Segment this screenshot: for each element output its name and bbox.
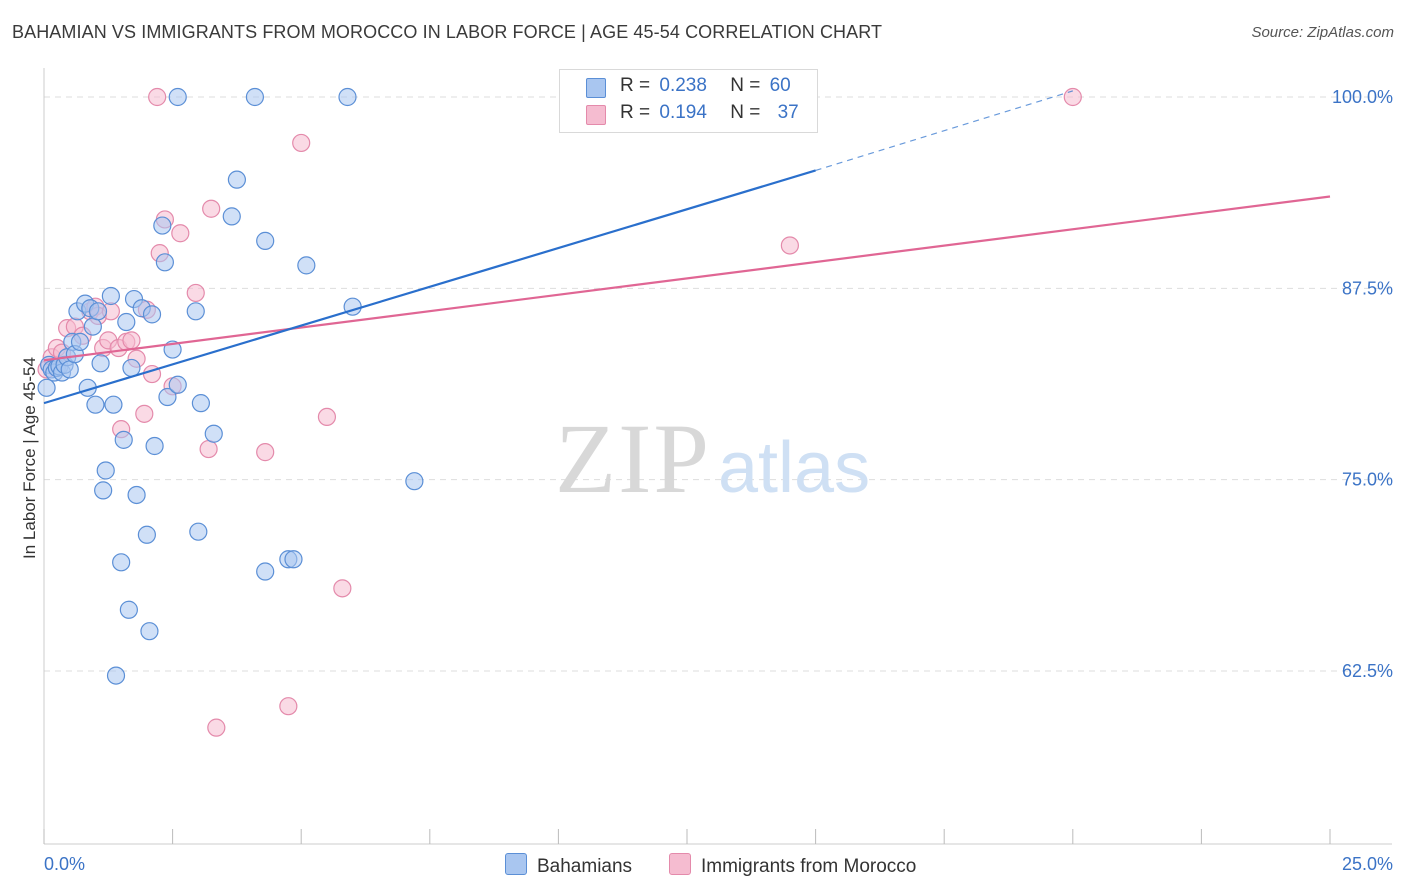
blue-point <box>222 207 241 226</box>
blue-point <box>168 87 187 107</box>
blue-trend-line <box>43 169 816 405</box>
blue-point <box>186 302 205 321</box>
blue-point <box>256 231 275 250</box>
pink-point <box>135 404 154 423</box>
blue-point <box>37 378 56 397</box>
blue-point <box>117 312 136 332</box>
blue-point <box>127 485 146 505</box>
pink-point <box>333 579 352 598</box>
bottom-legend-swatch-pink <box>669 853 691 875</box>
pink-point <box>207 718 226 737</box>
blue-point <box>114 430 133 449</box>
blue-point <box>145 436 164 456</box>
blue-point <box>191 394 210 413</box>
pink-point <box>780 236 799 255</box>
trend-lines <box>43 90 1331 405</box>
y-tick-label: 62.5% <box>1342 661 1393 681</box>
legend-n-value: 37 <box>777 102 799 123</box>
blue-point <box>284 550 303 569</box>
blue-points <box>37 87 609 685</box>
blue-point <box>104 395 123 414</box>
blue-point <box>106 666 126 685</box>
pink-point <box>279 697 298 716</box>
y-tick-label: 87.5% <box>1342 278 1393 298</box>
y-tick-label: 75.0% <box>1342 470 1393 490</box>
legend-swatch-blue <box>586 78 606 98</box>
pink-point <box>256 443 275 462</box>
bottom-legend-morocco: Immigrants from Morocco <box>669 853 916 878</box>
bottom-legend-swatch-blue <box>505 853 527 875</box>
pink-point <box>171 224 190 243</box>
pink-point <box>292 133 311 153</box>
y-axis-label: In Labor Force | Age 45-54 <box>20 357 39 559</box>
bottom-legend-label: Immigrants from Morocco <box>701 856 917 877</box>
x-tick-labels: 0.0% 25.0% <box>44 854 1393 874</box>
watermark: ZIP atlas <box>555 403 870 514</box>
blue-point <box>137 525 156 544</box>
blue-point <box>153 216 172 235</box>
legend-n-label: N = <box>730 102 761 123</box>
blue-point <box>140 622 159 641</box>
blue-trend-extension <box>815 90 1073 172</box>
pink-point <box>186 283 205 303</box>
y-tick-labels: 62.5% 75.0% 87.5% 100.0% <box>1332 87 1393 681</box>
blue-point <box>189 522 208 541</box>
correlation-legend: R = 0.238 N = 60 R = 0.194 N = 37 <box>559 69 818 133</box>
legend-r-value: 0.238 <box>659 75 707 96</box>
blue-point <box>245 87 265 107</box>
blue-point <box>158 387 177 407</box>
chart-source: Source: ZipAtlas.com <box>1251 24 1394 41</box>
y-tick-label: 100.0% <box>1332 87 1393 107</box>
blue-point <box>86 395 105 414</box>
blue-point <box>101 286 120 306</box>
pink-trend-line <box>43 195 1331 362</box>
pink-point <box>202 199 221 218</box>
axes <box>43 68 1392 845</box>
gridlines <box>44 96 1390 672</box>
bottom-legend-bahamians: Bahamians <box>505 853 632 878</box>
legend-n-label: N = <box>730 75 761 96</box>
blue-point <box>96 461 115 480</box>
legend-r-label: R = <box>620 102 651 123</box>
legend-swatch-pink <box>586 105 606 125</box>
blue-point <box>83 317 102 336</box>
pink-point <box>317 407 337 427</box>
x-tick-label: 25.0% <box>1342 854 1393 874</box>
blue-point <box>112 553 131 572</box>
blue-point <box>297 256 316 275</box>
x-tick-label: 0.0% <box>44 854 85 874</box>
blue-point <box>155 253 174 272</box>
pink-point <box>122 331 141 350</box>
blue-point <box>119 600 138 619</box>
blue-point <box>142 305 162 324</box>
blue-point <box>60 360 79 379</box>
blue-point <box>94 481 113 500</box>
blue-point <box>70 332 90 352</box>
watermark-atlas: atlas <box>718 428 870 508</box>
blue-point <box>168 375 187 394</box>
legend-r-label: R = <box>620 75 651 96</box>
blue-point <box>204 424 223 443</box>
blue-point <box>227 170 246 189</box>
blue-point <box>338 87 357 107</box>
legend-r-value: 0.194 <box>659 102 707 123</box>
bottom-legend-label: Bahamians <box>537 856 633 877</box>
pink-point <box>199 439 218 459</box>
blue-point <box>91 354 110 373</box>
watermark-zip: ZIP <box>555 403 711 514</box>
blue-point <box>88 302 108 321</box>
chart-title: BAHAMIAN VS IMMIGRANTS FROM MOROCCO IN L… <box>12 22 883 42</box>
blue-point <box>405 472 424 491</box>
legend-n-value: 60 <box>769 75 791 96</box>
pink-point <box>148 87 167 107</box>
blue-point <box>256 562 275 581</box>
